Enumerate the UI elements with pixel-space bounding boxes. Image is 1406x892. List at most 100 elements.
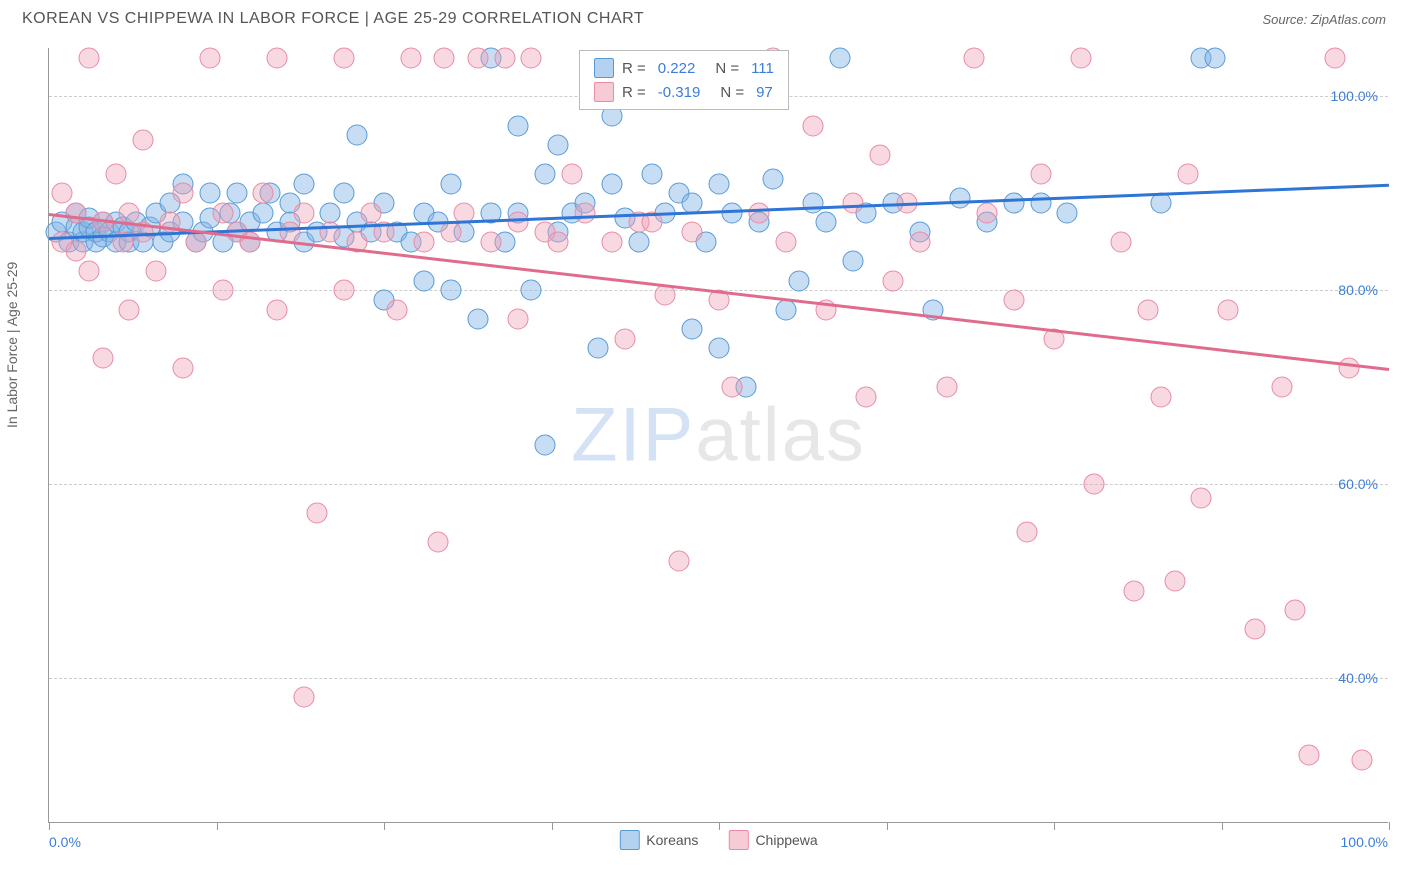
chart-area: 40.0%60.0%80.0%100.0% ZIPatlas R = 0.222… — [48, 48, 1388, 823]
data-point — [146, 260, 167, 281]
data-point — [561, 163, 582, 184]
data-point — [682, 318, 703, 339]
data-point — [293, 202, 314, 223]
data-point — [1017, 522, 1038, 543]
data-point — [615, 328, 636, 349]
data-point — [253, 202, 274, 223]
data-point — [668, 551, 689, 572]
data-point — [575, 202, 596, 223]
chart-title: KOREAN VS CHIPPEWA IN LABOR FORCE | AGE … — [22, 10, 644, 28]
data-point — [936, 377, 957, 398]
data-point — [427, 532, 448, 553]
data-point — [802, 115, 823, 136]
data-point — [869, 144, 890, 165]
gridline — [49, 484, 1388, 485]
data-point — [548, 134, 569, 155]
data-point — [494, 47, 515, 68]
data-point — [601, 173, 622, 194]
data-point — [1271, 377, 1292, 398]
swatch-icon — [594, 58, 614, 78]
data-point — [65, 202, 86, 223]
data-point — [333, 280, 354, 301]
r-label: R = — [622, 60, 646, 77]
legend-item-chippewa: Chippewa — [728, 830, 817, 850]
data-point — [534, 435, 555, 456]
data-point — [1164, 570, 1185, 591]
stats-legend: R = 0.222 N = 111 R = -0.319 N = 97 — [579, 50, 789, 110]
data-point — [816, 212, 837, 233]
data-point — [1204, 47, 1225, 68]
data-point — [1325, 47, 1346, 68]
x-tick — [217, 822, 218, 830]
data-point — [508, 309, 529, 330]
data-point — [119, 299, 140, 320]
data-point — [434, 47, 455, 68]
data-point — [1124, 580, 1145, 601]
data-point — [977, 202, 998, 223]
data-point — [119, 202, 140, 223]
data-point — [709, 173, 730, 194]
stats-row-koreans: R = 0.222 N = 111 — [594, 56, 774, 80]
data-point — [1352, 750, 1373, 771]
data-point — [320, 202, 341, 223]
data-point — [266, 299, 287, 320]
data-point — [628, 231, 649, 252]
x-tick — [719, 822, 720, 830]
data-point — [253, 183, 274, 204]
data-point — [347, 125, 368, 146]
swatch-icon — [594, 82, 614, 102]
data-point — [508, 115, 529, 136]
data-point — [722, 202, 743, 223]
data-point — [883, 270, 904, 291]
data-point — [441, 173, 462, 194]
data-point — [1070, 47, 1091, 68]
watermark-zip: ZIP — [571, 393, 695, 478]
data-point — [642, 163, 663, 184]
data-point — [173, 183, 194, 204]
n-value-chippewa: 97 — [756, 84, 773, 101]
data-point — [802, 193, 823, 214]
r-value-koreans: 0.222 — [658, 60, 696, 77]
data-point — [521, 280, 542, 301]
x-tick — [384, 822, 385, 830]
x-min-label: 0.0% — [49, 834, 81, 850]
n-label: N = — [715, 60, 739, 77]
data-point — [1111, 231, 1132, 252]
y-tick-label: 100.0% — [1331, 88, 1378, 104]
data-point — [1003, 289, 1024, 310]
data-point — [173, 357, 194, 378]
data-point — [414, 231, 435, 252]
source-label: Source: ZipAtlas.com — [1262, 12, 1386, 27]
data-point — [856, 386, 877, 407]
data-point — [213, 280, 234, 301]
x-max-label: 100.0% — [1341, 834, 1388, 850]
data-point — [1030, 193, 1051, 214]
data-point — [1338, 357, 1359, 378]
data-point — [79, 260, 100, 281]
data-point — [534, 163, 555, 184]
n-value-koreans: 111 — [751, 60, 774, 77]
data-point — [1003, 193, 1024, 214]
data-point — [1137, 299, 1158, 320]
data-point — [333, 183, 354, 204]
data-point — [776, 231, 797, 252]
data-point — [521, 47, 542, 68]
data-point — [950, 188, 971, 209]
gridline — [49, 678, 1388, 679]
swatch-icon — [619, 830, 639, 850]
data-point — [293, 173, 314, 194]
legend-label: Chippewa — [755, 832, 817, 848]
x-tick — [49, 822, 50, 830]
data-point — [199, 183, 220, 204]
data-point — [1151, 386, 1172, 407]
data-point — [467, 309, 488, 330]
data-point — [52, 183, 73, 204]
data-point — [829, 47, 850, 68]
data-point — [360, 202, 381, 223]
data-point — [1151, 193, 1172, 214]
data-point — [79, 47, 100, 68]
data-point — [106, 163, 127, 184]
data-point — [186, 231, 207, 252]
watermark-atlas: atlas — [695, 393, 866, 478]
data-point — [132, 130, 153, 151]
